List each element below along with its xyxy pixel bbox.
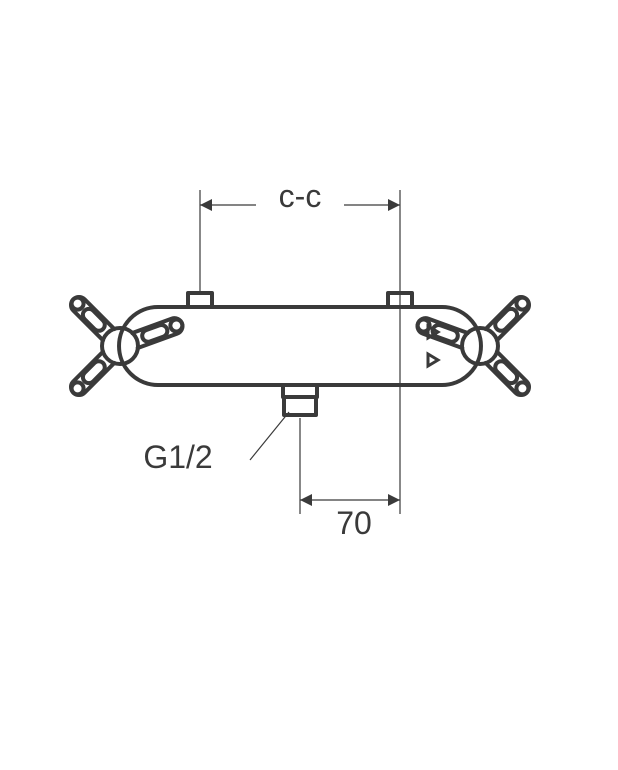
indicator-triangle-down-icon [428, 354, 438, 366]
faucet-technical-drawing: c-c 70 G1/2 [0, 0, 618, 770]
handle-slot [80, 359, 107, 386]
arrowhead-icon [388, 199, 400, 211]
arrowhead-icon [300, 494, 312, 506]
handle-slot [493, 306, 520, 333]
dimension-label-70: 70 [336, 505, 372, 541]
handle-slot [141, 323, 170, 343]
inlet-left [188, 293, 212, 307]
arrowhead-icon [388, 494, 400, 506]
callout-leader-line [250, 412, 289, 460]
handle-slot [80, 306, 107, 333]
left-handle [68, 294, 185, 399]
right-handle [415, 294, 532, 399]
thread-callout-label: G1/2 [143, 439, 212, 475]
arrowhead-icon [200, 199, 212, 211]
dimension-label-cc: c-c [279, 178, 322, 214]
handle-slot [493, 359, 520, 386]
handle-cap [169, 318, 184, 333]
